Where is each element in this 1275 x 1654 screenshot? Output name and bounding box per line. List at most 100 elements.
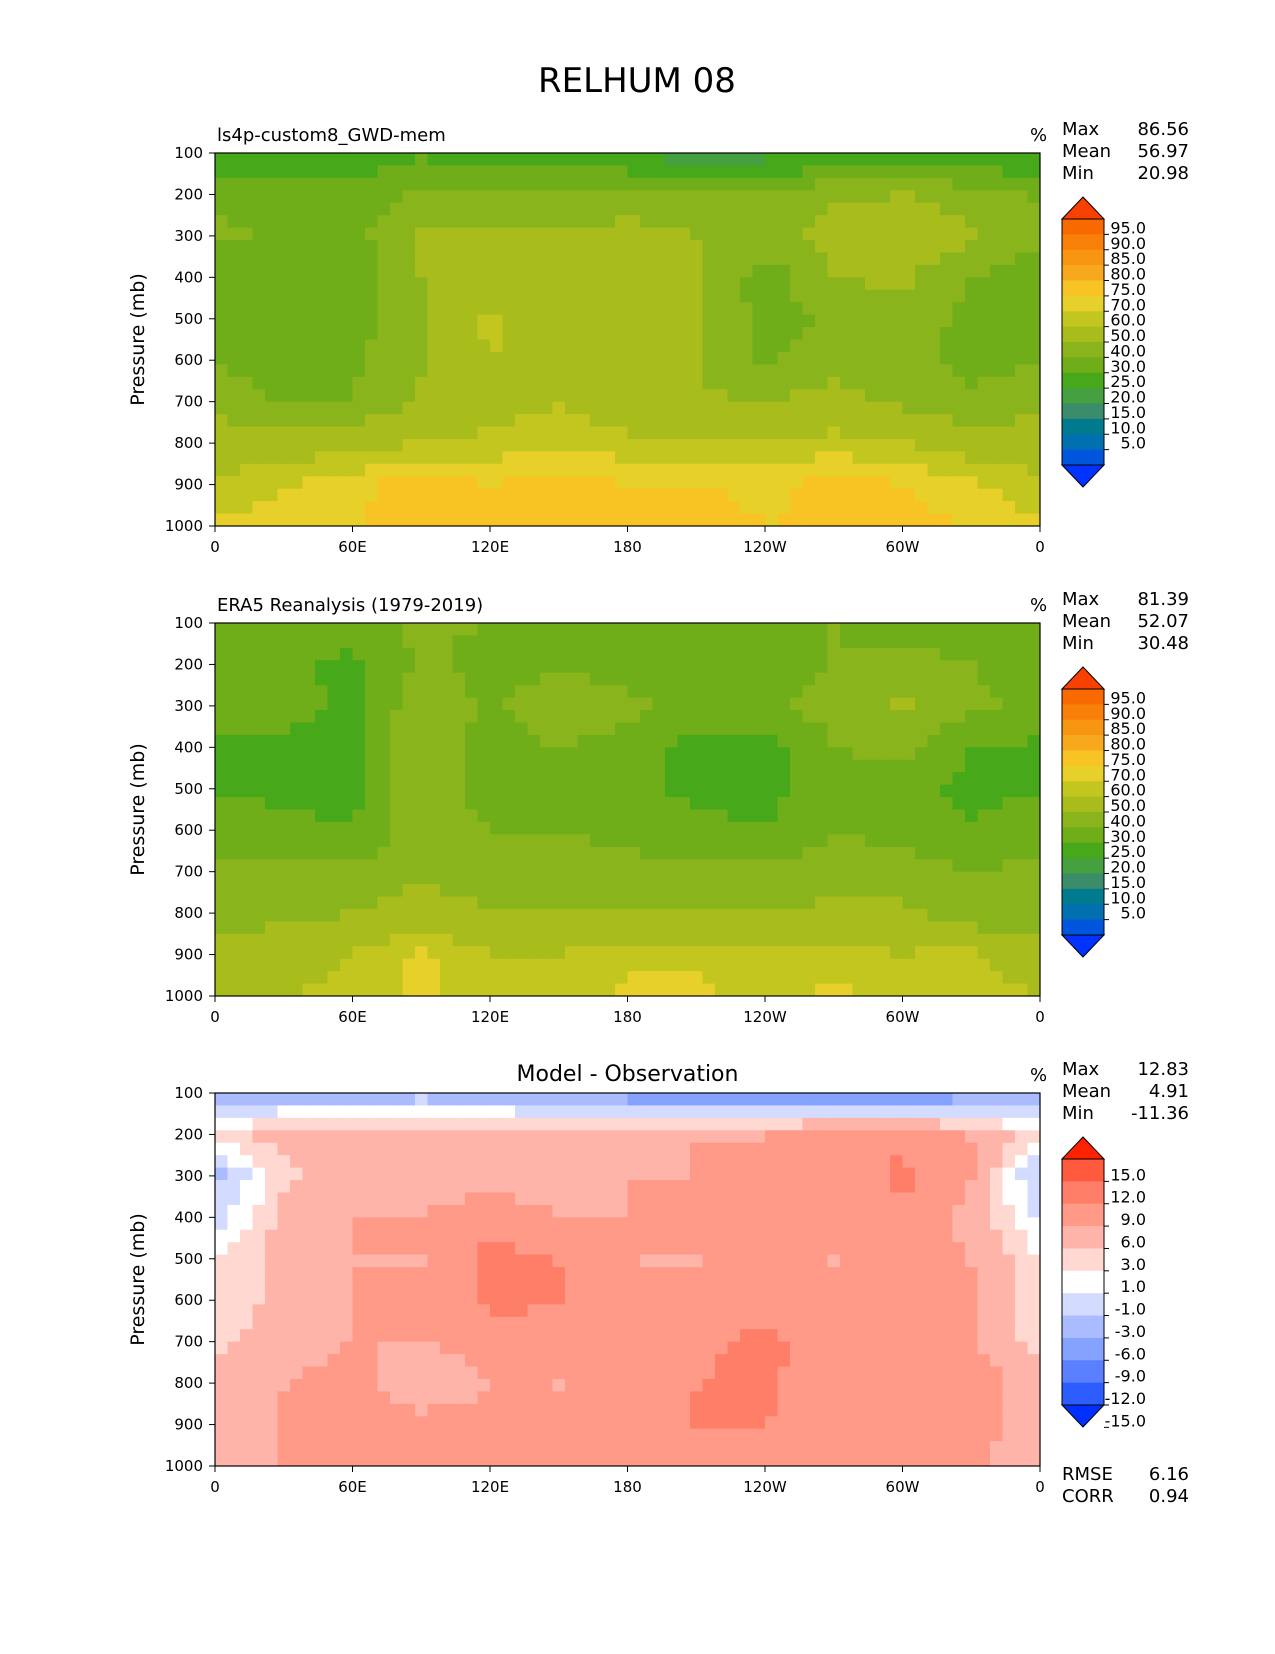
- heatmap-cell: [790, 884, 803, 897]
- heatmap-cell: [753, 834, 766, 847]
- heatmap-cell: [965, 153, 978, 166]
- heatmap-cell: [690, 1217, 703, 1230]
- heatmap-cell: [403, 822, 416, 835]
- heatmap-cell: [790, 797, 803, 810]
- heatmap-cell: [440, 660, 453, 673]
- heatmap-cell: [465, 290, 478, 303]
- heatmap-cell: [728, 698, 741, 711]
- heatmap-cell: [740, 984, 753, 997]
- heatmap-cell: [465, 252, 478, 265]
- heatmap-cell: [890, 884, 903, 897]
- heatmap-cell: [815, 698, 828, 711]
- heatmap-cell: [603, 698, 616, 711]
- heatmap-cell: [403, 673, 416, 686]
- heatmap-cell: [428, 215, 441, 228]
- heatmap-cell: [903, 673, 916, 686]
- heatmap-cell: [553, 1155, 566, 1168]
- heatmap-cell: [1003, 822, 1016, 835]
- heatmap-cell: [490, 1168, 503, 1181]
- heatmap-cell: [828, 340, 841, 353]
- heatmap-cell: [390, 1205, 403, 1218]
- heatmap-cell: [453, 698, 466, 711]
- heatmap-cell: [490, 673, 503, 686]
- heatmap-cell: [403, 377, 416, 390]
- heatmap-cell: [915, 623, 928, 636]
- heatmap-cell: [778, 489, 791, 502]
- heatmap-cell: [903, 648, 916, 661]
- heatmap-cell: [453, 1180, 466, 1193]
- heatmap-cell: [440, 377, 453, 390]
- heatmap-cell: [253, 377, 266, 390]
- heatmap-cell: [615, 451, 628, 464]
- heatmap-cell: [903, 971, 916, 984]
- heatmap-cell: [328, 228, 341, 241]
- heatmap-cell: [803, 635, 816, 648]
- heatmap-cell: [240, 946, 253, 959]
- heatmap-cell: [840, 872, 853, 885]
- heatmap-cell: [215, 215, 228, 228]
- heatmap-cell: [253, 897, 266, 910]
- heatmap-cell: [515, 710, 528, 723]
- heatmap-cell: [415, 427, 428, 440]
- heatmap-cell: [753, 215, 766, 228]
- heatmap-cell: [253, 514, 266, 527]
- heatmap-cell: [603, 971, 616, 984]
- heatmap-cell: [753, 722, 766, 735]
- heatmap-cell: [503, 427, 516, 440]
- heatmap-cell: [803, 735, 816, 748]
- heatmap-cell: [865, 1105, 878, 1118]
- heatmap-cell: [640, 946, 653, 959]
- heatmap-cell: [653, 302, 666, 315]
- heatmap-cell: [215, 747, 228, 760]
- heatmap-cell: [590, 377, 603, 390]
- heatmap-cell: [965, 1105, 978, 1118]
- heatmap-cell: [353, 822, 366, 835]
- heatmap-cell: [440, 635, 453, 648]
- heatmap-cell: [590, 847, 603, 860]
- heatmap-cell: [853, 203, 866, 216]
- heatmap-cell: [840, 698, 853, 711]
- heatmap-cell: [390, 1242, 403, 1255]
- heatmap-cell: [890, 427, 903, 440]
- heatmap-cell: [990, 1143, 1003, 1156]
- heatmap-cell: [1015, 1217, 1028, 1230]
- heatmap-cell: [303, 635, 316, 648]
- heatmap-cell: [640, 451, 653, 464]
- heatmap-cell: [215, 934, 228, 947]
- heatmap-cell: [478, 402, 491, 415]
- heatmap-cell: [790, 1217, 803, 1230]
- y-tick-label: 300: [174, 697, 203, 715]
- heatmap-cell: [465, 1155, 478, 1168]
- heatmap-cell: [278, 822, 291, 835]
- heatmap-cell: [278, 514, 291, 527]
- heatmap-cell: [565, 1192, 578, 1205]
- heatmap-cell: [228, 984, 241, 997]
- heatmap-cell: [915, 414, 928, 427]
- heatmap-cell: [490, 489, 503, 502]
- heatmap-cell: [1028, 1230, 1041, 1243]
- heatmap-cell: [1015, 190, 1028, 203]
- heatmap-cell: [515, 277, 528, 290]
- heatmap-cell: [453, 934, 466, 947]
- heatmap-cell: [628, 1205, 641, 1218]
- heatmap-cell: [615, 822, 628, 835]
- heatmap-cell: [215, 277, 228, 290]
- heatmap-cell: [628, 946, 641, 959]
- heatmap-cell: [940, 1205, 953, 1218]
- heatmap-cell: [565, 648, 578, 661]
- heatmap-cell: [903, 785, 916, 798]
- heatmap-cell: [490, 934, 503, 947]
- heatmap-cell: [740, 277, 753, 290]
- heatmap-cell: [478, 722, 491, 735]
- heatmap-cell: [528, 352, 541, 365]
- heatmap-cell: [465, 971, 478, 984]
- heatmap-cell: [403, 290, 416, 303]
- heatmap-cell: [540, 921, 553, 934]
- heatmap-cell: [915, 772, 928, 785]
- heatmap-cell: [353, 698, 366, 711]
- heatmap-cell: [740, 909, 753, 922]
- heatmap-cell: [403, 1168, 416, 1181]
- heatmap-cell: [840, 277, 853, 290]
- heatmap-cell: [540, 872, 553, 885]
- heatmap-cell: [503, 203, 516, 216]
